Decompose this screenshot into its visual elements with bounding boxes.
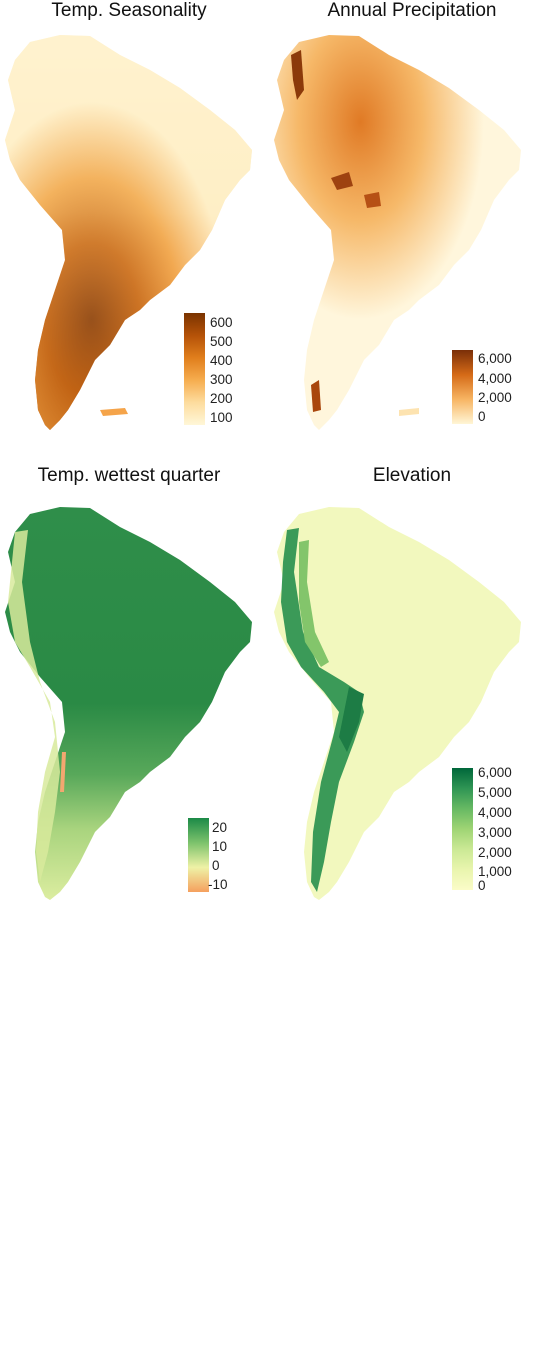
legend-tick: 6,000 bbox=[478, 351, 512, 366]
map-annual-precipitation bbox=[274, 35, 521, 430]
legend-annual-precipitation: 6,000 4,000 2,000 0 bbox=[452, 350, 537, 425]
legend-tick: 300 bbox=[210, 372, 233, 387]
panel-elevation: Elevation bbox=[269, 452, 538, 904]
legend-colorbar bbox=[452, 350, 473, 424]
legend-temp-seasonality: 600 500 400 300 200 100 bbox=[184, 313, 264, 425]
legend-tick: 400 bbox=[210, 353, 233, 368]
panel-title: Annual Precipitation bbox=[327, 0, 497, 21]
legend-elevation-scale: 6,000 5,000 4,000 3,000 2,000 1,000 0 bbox=[452, 765, 538, 893]
legend-temp-wettest-quarter bbox=[188, 1270, 268, 1345]
legend-tick: 0 bbox=[212, 858, 220, 873]
legend-tick: 4,000 bbox=[478, 371, 512, 386]
legend-tick: 0 bbox=[478, 878, 486, 893]
legend-colorbar bbox=[452, 768, 473, 890]
map-temp-seasonality bbox=[5, 35, 252, 430]
legend-colorbar bbox=[188, 818, 209, 892]
legend-tick: 1,000 bbox=[478, 864, 512, 879]
legend-tick: 200 bbox=[210, 391, 233, 406]
legend-tick: 0 bbox=[478, 409, 486, 424]
panel-title: Temp. Seasonality bbox=[51, 0, 207, 21]
legend-tick: 2,000 bbox=[478, 390, 512, 405]
legend-tick: 5,000 bbox=[478, 785, 512, 800]
panel-temp-seasonality: Temp. Seasonality 600 500 400 300 200 bbox=[0, 0, 269, 452]
legend-tick: 3,000 bbox=[478, 825, 512, 840]
legend-tick: 6,000 bbox=[478, 765, 512, 780]
legend-tick: 20 bbox=[212, 820, 228, 835]
panel-title: Temp. wettest quarter bbox=[37, 465, 221, 486]
map-elevation bbox=[274, 507, 521, 900]
legend-colorbar bbox=[184, 313, 205, 425]
panel-annual-precipitation: Annual Precipitation 6,000 4,000 2,000 0 bbox=[269, 0, 538, 452]
legend-tick: 500 bbox=[210, 334, 233, 349]
legend-tick: 600 bbox=[210, 315, 233, 330]
legend-tick: 2,000 bbox=[478, 845, 512, 860]
legend-tick: -10 bbox=[208, 877, 228, 892]
legend-temp-wettest-quarter-scale: 20 10 0 -10 bbox=[188, 818, 268, 893]
legend-tick: 4,000 bbox=[478, 805, 512, 820]
legend-tick: 10 bbox=[212, 839, 228, 854]
panel-title: Elevation bbox=[372, 465, 452, 486]
legend-tick: 100 bbox=[210, 410, 233, 425]
panel-temp-wettest-quarter: Temp. wettest quarter bbox=[0, 452, 269, 904]
map-temp-wettest-quarter bbox=[5, 507, 252, 900]
